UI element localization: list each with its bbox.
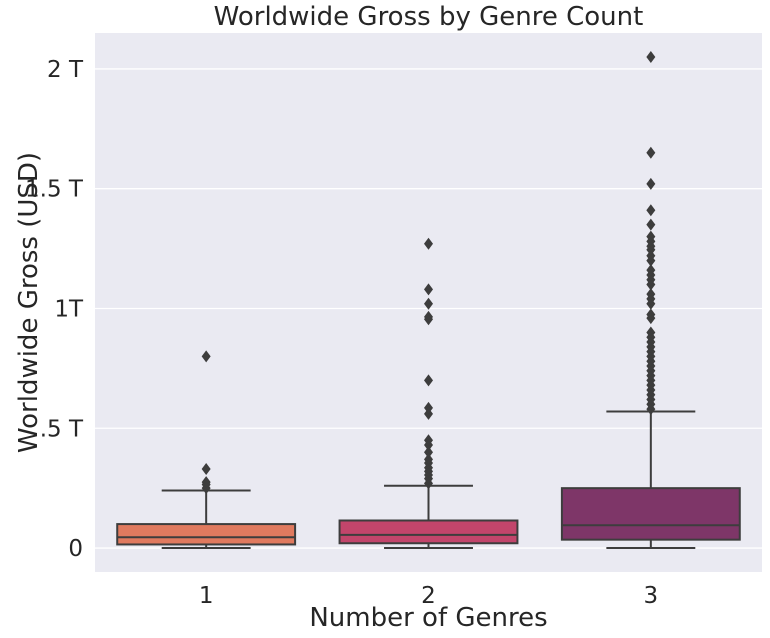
outlier-point xyxy=(424,237,433,250)
outlier-point xyxy=(424,283,433,296)
y-tick-label: 2 T xyxy=(47,57,84,83)
x-tick-label: 3 xyxy=(644,583,659,609)
chart-title: Worldwide Gross by Genre Count xyxy=(214,2,644,32)
outlier-point xyxy=(646,146,656,159)
outlier-point xyxy=(646,326,656,339)
outlier-point xyxy=(424,310,433,323)
x-tick-labels: 1 2 3 xyxy=(199,583,658,609)
x-tick-label: 2 xyxy=(421,583,436,609)
outlier-point xyxy=(424,453,433,466)
outlier-point xyxy=(646,218,656,231)
outlier-point xyxy=(646,177,656,190)
y-tick-label: 1.5 T xyxy=(25,177,84,203)
x-tick-label: 1 xyxy=(199,583,214,609)
y-tick-labels: 0 .5 T 1T 1.5 T 2 T xyxy=(25,57,84,562)
box-group-3 xyxy=(560,50,741,550)
box-group-1 xyxy=(116,350,297,550)
box-iqr xyxy=(560,487,741,541)
outlier-point xyxy=(646,264,656,277)
outlier-point xyxy=(424,446,433,459)
outlier-point xyxy=(424,374,433,387)
outlier-point xyxy=(201,476,211,489)
outlier-point xyxy=(424,401,433,414)
y-tick-label: .5 T xyxy=(40,416,84,442)
box-group-2 xyxy=(338,237,519,550)
outlier-point xyxy=(201,462,211,475)
outlier-point xyxy=(646,50,656,63)
outlier-point xyxy=(646,288,656,301)
outlier-point xyxy=(424,297,433,310)
outlier-point xyxy=(201,350,211,363)
x-axis-title: Number of Genres xyxy=(309,603,547,633)
boxes-layer xyxy=(116,50,741,550)
outlier-point xyxy=(646,204,656,217)
y-tick-label: 1T xyxy=(54,296,84,322)
outlier-point xyxy=(646,230,656,243)
outlier-point xyxy=(424,434,433,447)
box-iqr xyxy=(116,523,297,546)
outlier-point xyxy=(646,308,656,321)
box-iqr xyxy=(338,519,519,545)
y-axis-title: Worldwide Gross (USD) xyxy=(14,152,44,453)
y-tick-label: 0 xyxy=(68,536,83,562)
